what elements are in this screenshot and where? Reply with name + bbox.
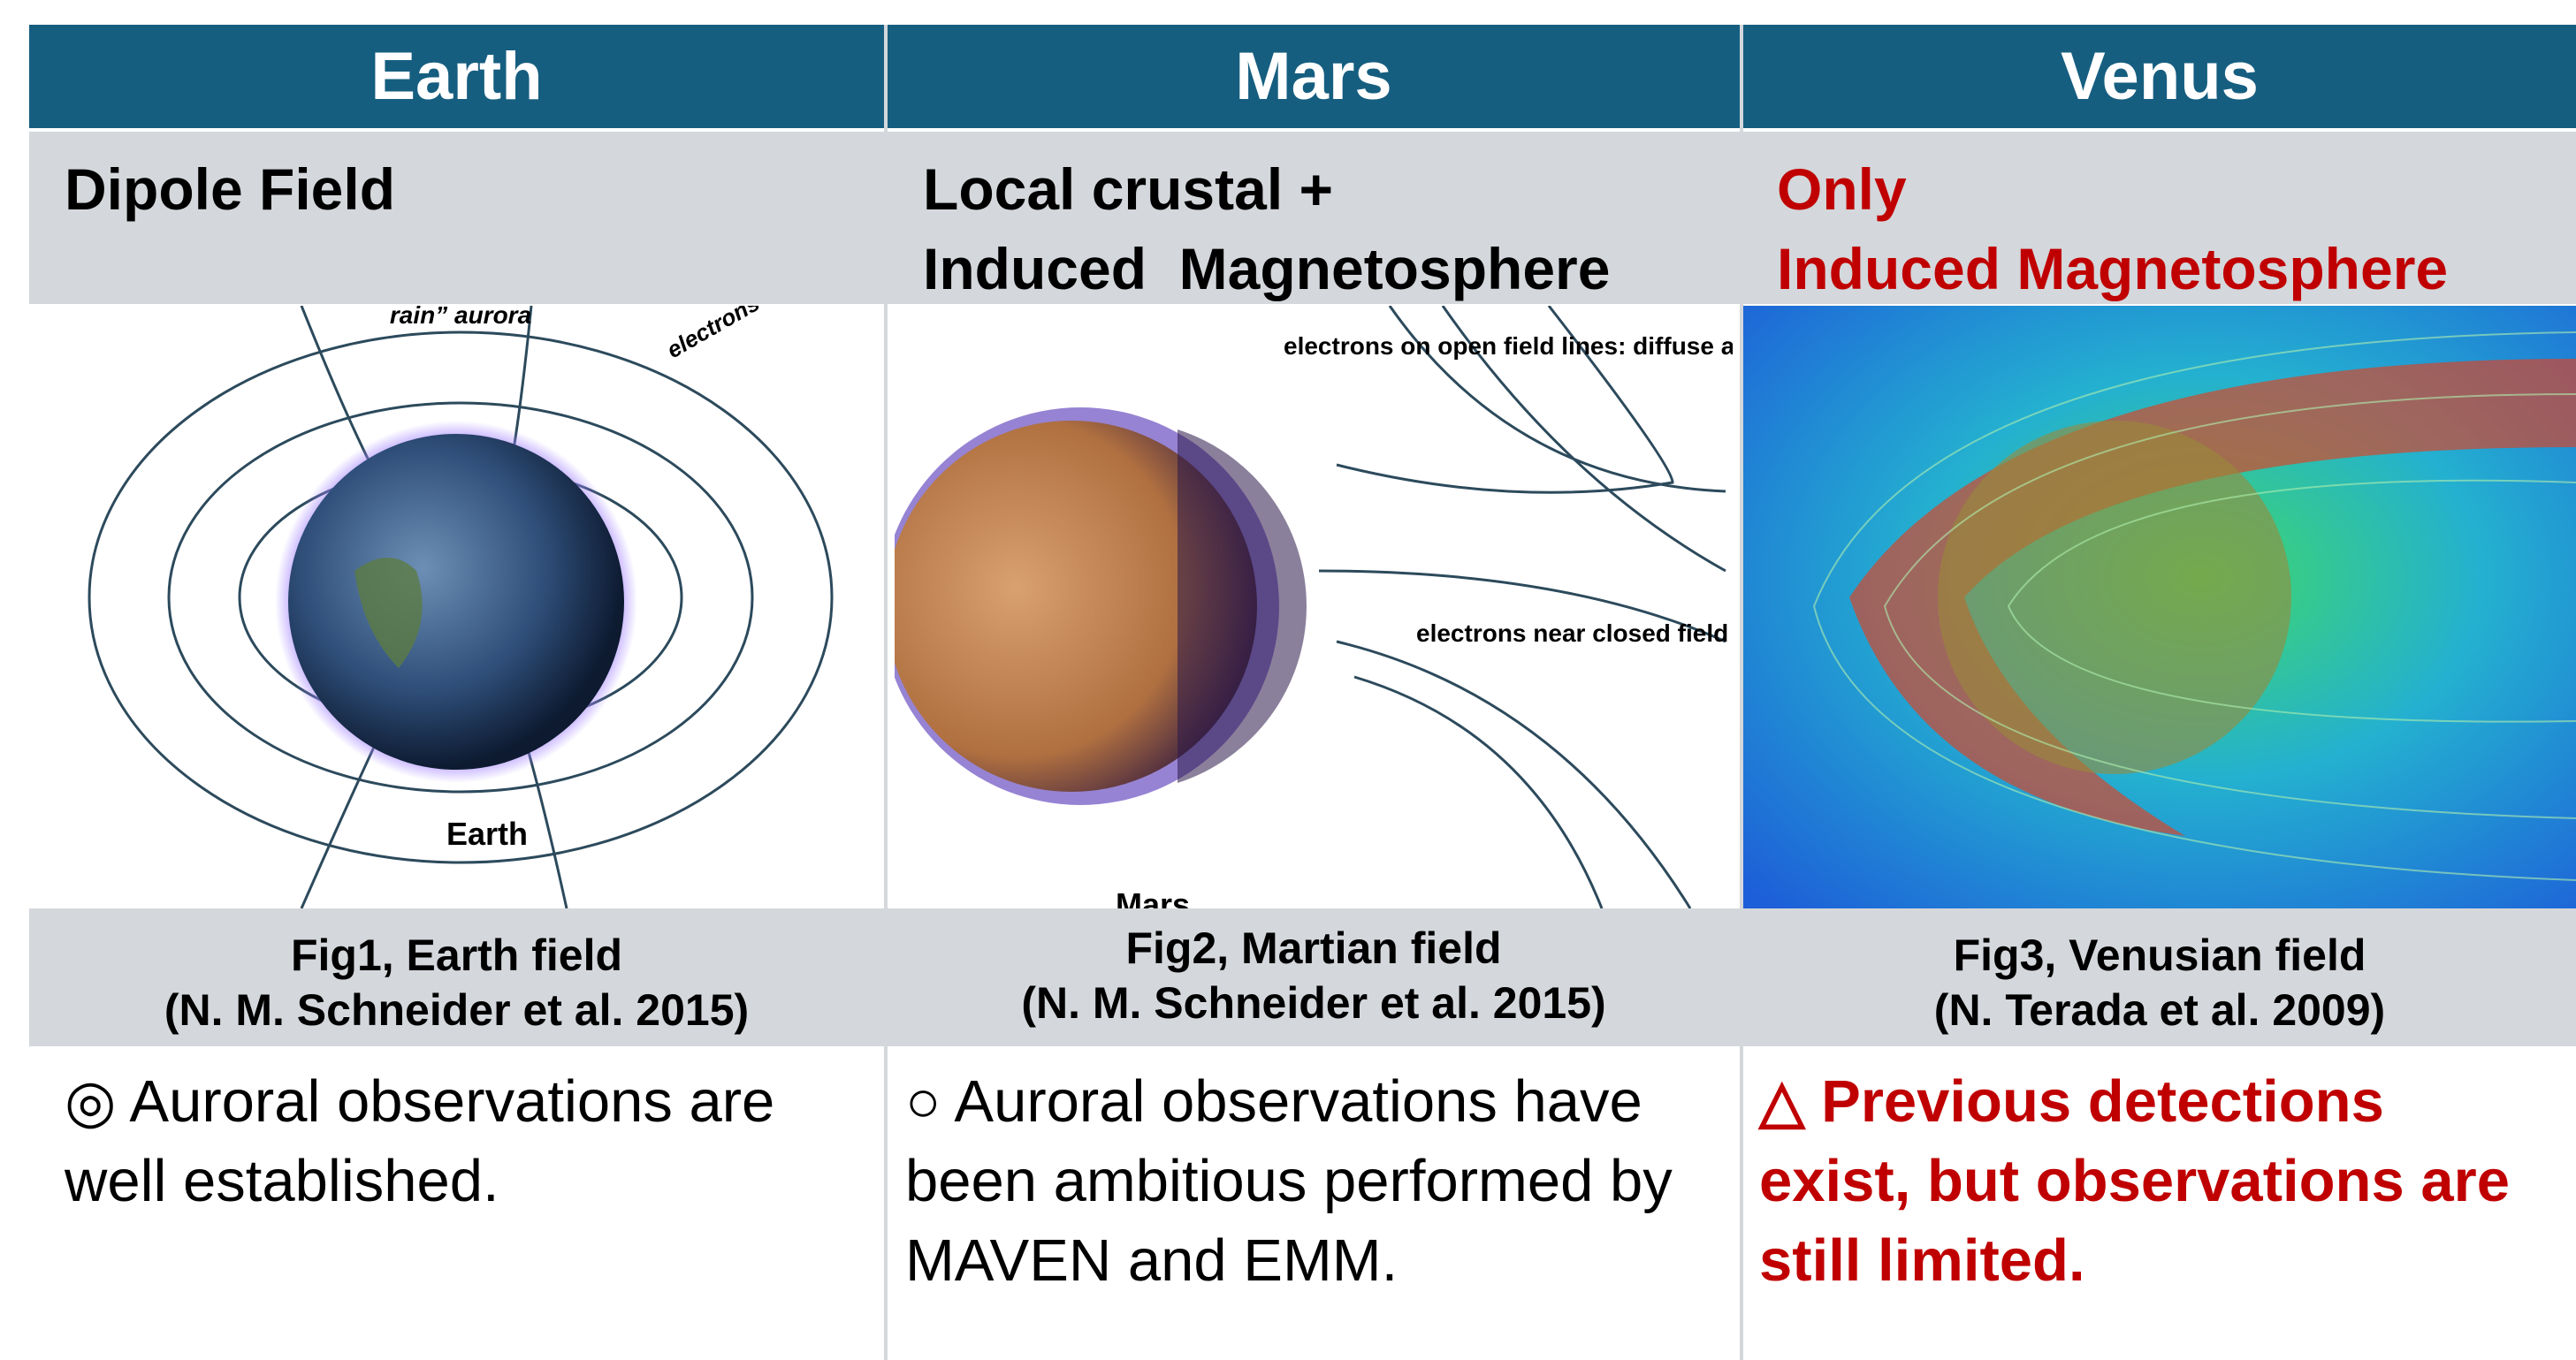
field-line: Induced Magnetosphere bbox=[1777, 236, 2449, 301]
column-mars: Mars Local crustal + Induced Magnetospher… bbox=[888, 25, 1740, 1360]
figure-label: electrons on closed field lines: discret… bbox=[662, 306, 877, 363]
field-type: Dipole Field bbox=[29, 132, 884, 304]
field-line: Dipole Field bbox=[65, 156, 396, 222]
observation: ○ Auroral observations have been ambitio… bbox=[905, 1068, 1673, 1294]
mars-figure: electrons on open field lines: diffuse a… bbox=[895, 306, 1733, 908]
column-venus: Venus Only Induced Magnetosphere Fig3, Ve… bbox=[1743, 25, 2576, 1360]
caption: Fig1, Earth field (N. M. Schneider et al.… bbox=[29, 908, 884, 1046]
observation: ◎ Auroral observations are well establis… bbox=[65, 1068, 775, 1214]
figure bbox=[1743, 306, 2576, 908]
header: Venus bbox=[1743, 25, 2576, 128]
field-line: Local crustal + bbox=[923, 156, 1334, 222]
caption-line: Fig2, Martian field bbox=[1125, 923, 1502, 973]
caption-line: (N. M. Schneider et al. 2015) bbox=[164, 985, 750, 1035]
header: Earth bbox=[29, 25, 884, 128]
separator bbox=[884, 25, 888, 1360]
field-type: Only Induced Magnetosphere bbox=[1743, 132, 2576, 304]
field-type: Local crustal + Induced Magnetosphere bbox=[888, 132, 1740, 304]
figure: electrons on open field lines: diffuse a… bbox=[895, 306, 1733, 908]
observation: △ Previous detections exist, but observa… bbox=[1759, 1068, 2510, 1294]
separator bbox=[1740, 25, 1743, 1360]
caption-line: Fig3, Venusian field bbox=[1953, 931, 2366, 980]
figure-label: Mars bbox=[1116, 886, 1190, 908]
figure: rain” aurora electrons on closed field l… bbox=[36, 306, 877, 908]
figure-label: electrons near closed field lines: discr… bbox=[1416, 619, 1733, 647]
caption-line: (N. M. Schneider et al. 2015) bbox=[1021, 978, 1606, 1028]
figure-label: rain” aurora bbox=[390, 306, 531, 329]
caption-line: (N. Terada et al. 2009) bbox=[1933, 985, 2386, 1035]
caption: Fig3, Venusian field (N. Terada et al. 20… bbox=[1743, 908, 2576, 1046]
caption: Fig2, Martian field (N. M. Schneider et a… bbox=[888, 908, 1740, 1046]
column-earth: Earth Dipole Field rain” aurora electron… bbox=[29, 25, 884, 1360]
figure-label: electrons on open field lines: diffuse a… bbox=[1284, 332, 1733, 360]
field-line: Induced Magnetosphere bbox=[923, 236, 1611, 301]
header: Mars bbox=[888, 25, 1740, 128]
earth-figure: rain” aurora electrons on closed field l… bbox=[88, 306, 877, 908]
venus-figure bbox=[1743, 306, 2576, 908]
figure-label: Earth bbox=[446, 816, 528, 852]
field-line: Only bbox=[1777, 156, 1907, 222]
caption-line: Fig1, Earth field bbox=[290, 931, 623, 980]
